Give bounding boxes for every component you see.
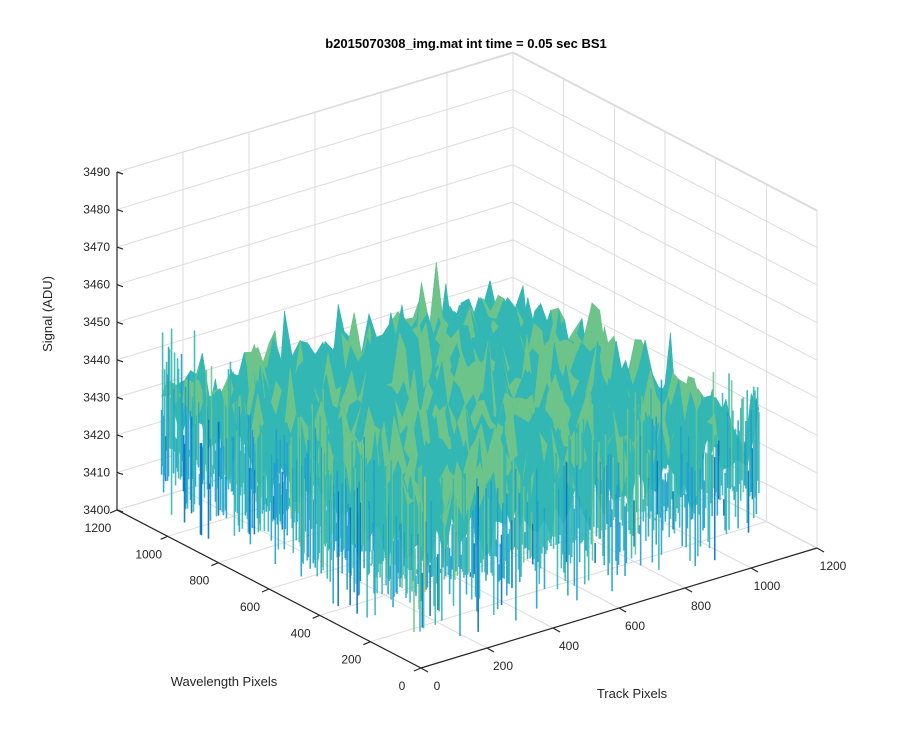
grid-line-z-left [116, 51, 514, 173]
x-axis-title: Track Pixels [597, 686, 668, 701]
grid-line-z-left [116, 164, 514, 286]
z-tick-label: 3410 [83, 465, 110, 479]
z-tick-label: 3430 [83, 390, 110, 404]
x-tick-label: 1200 [820, 559, 847, 573]
y-tick-label: 1000 [135, 547, 162, 561]
z-tick-label: 3480 [83, 203, 110, 217]
y-tick-mark [413, 667, 422, 672]
z-tick-mark [116, 321, 124, 325]
z-tick-mark [116, 284, 124, 288]
z-tick-label: 3490 [83, 165, 110, 179]
z-tick-mark [116, 509, 124, 513]
y-tick-mark [211, 562, 219, 567]
y-tick-label: 400 [291, 626, 311, 640]
y-tick-mark [160, 535, 168, 540]
x-tick-mark [552, 627, 561, 633]
x-tick-mark [618, 607, 627, 613]
x-tick-label: 800 [691, 599, 711, 613]
grid-line-z-right [512, 126, 818, 286]
x-tick-mark [816, 547, 825, 553]
grid-line-z-right [512, 276, 818, 436]
y-tick-label: 800 [189, 574, 209, 588]
grid-line-z-right [512, 201, 818, 361]
y-tick-mark [261, 588, 270, 593]
z-tick-label: 3460 [83, 278, 110, 292]
x-tick-label: 400 [559, 639, 579, 653]
x-tick-label: 200 [493, 659, 513, 673]
tick-labels: 0 200 400 600 800 1000 1200 0 200 400 600 800 1000 12… [83, 165, 846, 693]
y-axis-title: Wavelength Pixels [171, 674, 278, 689]
y-tick-mark [109, 509, 118, 514]
z-tick-mark [116, 171, 124, 175]
x-tick-label: 600 [625, 619, 645, 633]
y-tick-label: 1200 [85, 521, 112, 535]
z-tick-label: 3470 [83, 240, 110, 254]
z-tick-label: 3440 [83, 353, 110, 367]
z-tick-mark [116, 434, 124, 438]
x-tick-mark [684, 587, 693, 593]
z-tick-mark [116, 396, 124, 400]
x-tick-label: 0 [434, 679, 441, 693]
chart-title: b2015070308_img.mat int time = 0.05 sec … [325, 36, 606, 51]
grid-line-z-right [512, 239, 818, 399]
z-tick-label: 3400 [83, 503, 110, 517]
y-tick-mark [312, 614, 320, 619]
x-tick-mark [750, 567, 759, 573]
y-tick-mark [363, 641, 371, 646]
z-tick-mark [116, 359, 124, 363]
z-tick-mark [116, 471, 124, 476]
x-tick-mark [420, 667, 429, 673]
z-tick-mark [116, 246, 124, 250]
tick-marks [109, 171, 825, 673]
z-tick-label: 3450 [83, 315, 110, 329]
grid-line-z-left [116, 239, 514, 361]
grid-line-z-left [116, 89, 514, 211]
grid-line-z-right [512, 51, 818, 211]
x-tick-label: 1000 [754, 579, 781, 593]
grid-line-z-left [116, 126, 514, 248]
y-tick-label: 0 [399, 679, 406, 693]
grid-line-z-right [512, 89, 818, 248]
z-tick-label: 3420 [83, 428, 110, 442]
data-surface [160, 262, 760, 637]
grid-line-z-right [512, 164, 818, 324]
y-tick-label: 200 [341, 653, 361, 667]
grid-line-z-left [116, 201, 514, 323]
x-tick-mark [486, 647, 495, 653]
z-axis-title: Signal (ADU) [40, 276, 55, 352]
z-tick-mark [116, 208, 124, 213]
y-tick-label: 600 [240, 600, 260, 614]
